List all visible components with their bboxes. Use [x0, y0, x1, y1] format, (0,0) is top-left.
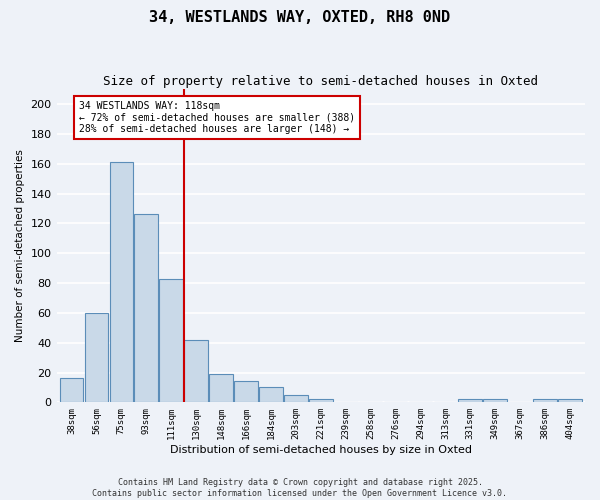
- Bar: [209, 374, 233, 402]
- Bar: [134, 214, 158, 402]
- Bar: [284, 395, 308, 402]
- Bar: [558, 400, 582, 402]
- Bar: [160, 278, 183, 402]
- Bar: [458, 400, 482, 402]
- Bar: [259, 388, 283, 402]
- Title: Size of property relative to semi-detached houses in Oxted: Size of property relative to semi-detach…: [103, 75, 538, 88]
- Y-axis label: Number of semi-detached properties: Number of semi-detached properties: [15, 150, 25, 342]
- Bar: [184, 340, 208, 402]
- Bar: [533, 400, 557, 402]
- Bar: [484, 400, 507, 402]
- Text: 34, WESTLANDS WAY, OXTED, RH8 0ND: 34, WESTLANDS WAY, OXTED, RH8 0ND: [149, 10, 451, 25]
- Bar: [110, 162, 133, 402]
- Text: 34 WESTLANDS WAY: 118sqm
← 72% of semi-detached houses are smaller (388)
28% of : 34 WESTLANDS WAY: 118sqm ← 72% of semi-d…: [79, 101, 355, 134]
- Bar: [85, 313, 108, 402]
- Bar: [59, 378, 83, 402]
- Bar: [309, 400, 332, 402]
- Bar: [234, 382, 258, 402]
- Text: Contains HM Land Registry data © Crown copyright and database right 2025.
Contai: Contains HM Land Registry data © Crown c…: [92, 478, 508, 498]
- X-axis label: Distribution of semi-detached houses by size in Oxted: Distribution of semi-detached houses by …: [170, 445, 472, 455]
